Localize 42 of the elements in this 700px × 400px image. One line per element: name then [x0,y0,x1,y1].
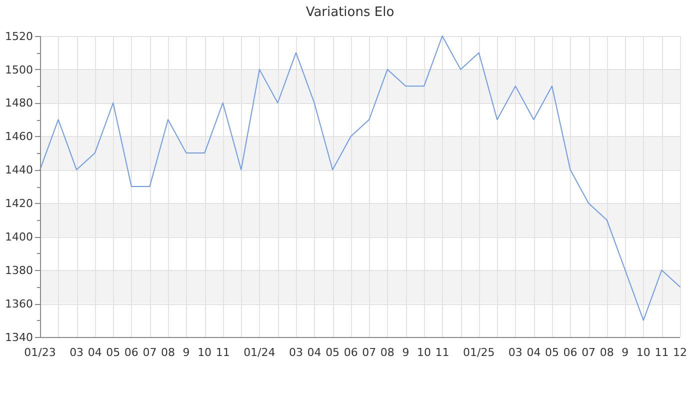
x-tick-label: 07 [362,346,376,359]
chart-title: Variations Elo [306,5,394,20]
y-tick-label: 1520 [5,30,33,43]
x-tick-label: 05 [545,346,559,359]
x-tick-label: 9 [182,346,190,359]
x-tick-label: 04 [88,346,102,359]
x-tick-label: 04 [526,346,541,359]
y-tick-label: 1400 [5,230,33,244]
x-tick-label: 06 [344,346,358,359]
y-tick-label: 1500 [5,63,33,76]
x-tick-label: 03 [508,346,522,359]
x-tick-label: 06 [124,346,138,359]
x-tick-label: 04 [307,346,322,359]
x-tick-label: 11 [435,346,450,359]
x-tick-label: 10 [198,346,212,359]
x-tick-label: 01/25 [463,346,495,359]
x-tick-label: 9 [622,346,629,359]
y-tick-label: 1360 [5,297,33,310]
y-tick-label: 1480 [5,96,33,110]
y-tick-label: 1440 [5,164,33,177]
x-tick-label: 08 [600,346,614,359]
x-tick-label: 08 [380,346,394,359]
x-tick-label: 05 [326,346,340,359]
x-tick-label: 07 [142,346,157,359]
x-tick-label: 05 [106,346,120,359]
x-tick-label: 01/24 [244,346,276,359]
x-tick-label: 11 [216,346,230,359]
x-tick-label: 06 [563,346,578,359]
x-tick-label: 01/23 [24,346,56,359]
x-tick-label: 10 [417,346,431,359]
y-tick-label: 1380 [5,264,33,277]
x-tick-label: 9 [402,346,410,359]
x-tick-label: 10 [636,346,650,359]
y-tick-label: 1340 [5,330,33,344]
x-tick-label: 07 [582,346,596,359]
x-tick-label: 03 [289,346,303,359]
x-tick-label: 11 [654,346,669,359]
x-tick-label: 08 [161,346,175,359]
y-tick-label: 1420 [5,197,33,210]
x-tick-label: 03 [70,346,84,359]
x-tick-label: 12 [673,346,687,359]
y-tick-label: 1460 [5,130,33,144]
